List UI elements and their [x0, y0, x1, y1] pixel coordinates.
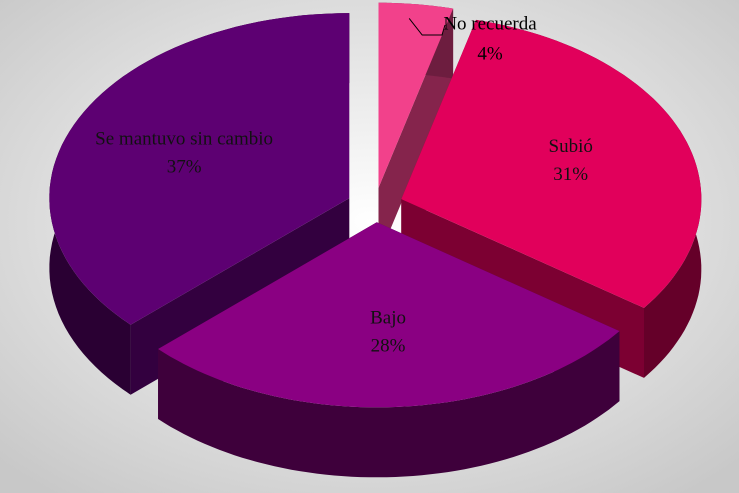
leader-line — [408, 18, 446, 36]
value-label: 28% — [371, 335, 406, 356]
slice-label: No recuerda — [443, 13, 537, 34]
slice — [401, 19, 702, 308]
slice — [158, 222, 620, 408]
slice-label: Bajo — [370, 307, 406, 328]
slice — [378, 2, 454, 188]
slice-wall — [158, 331, 620, 478]
value-label: 31% — [553, 164, 588, 185]
value-label: 4% — [477, 43, 503, 64]
slice — [49, 13, 350, 325]
slice-label: Se mantuvo sin cambio — [95, 128, 273, 149]
slice-label: Subió — [549, 136, 593, 157]
value-label: 37% — [167, 156, 202, 177]
